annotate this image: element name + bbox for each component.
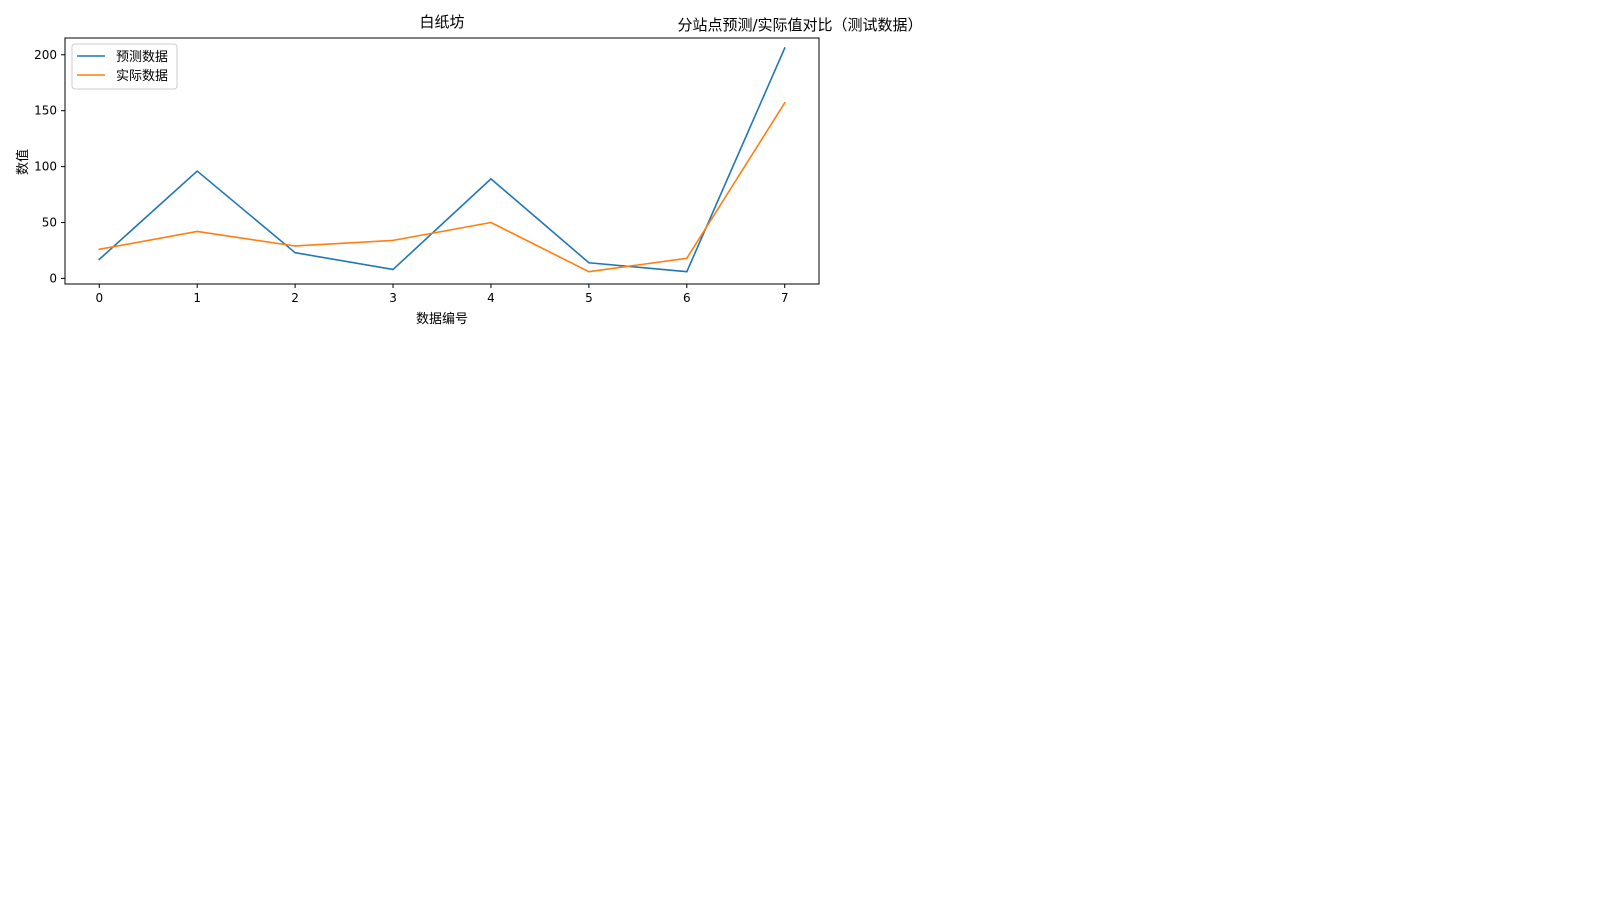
x-tick-label: 7 — [781, 291, 789, 305]
series-1-point — [98, 258, 101, 261]
y-axis: 0 50 100 150 200 — [34, 48, 65, 285]
series-2-point — [783, 102, 786, 104]
y-tick-label: 150 — [34, 104, 57, 118]
series-2-point — [392, 239, 394, 242]
series-2-point — [98, 248, 101, 251]
x-tick-label: 5 — [585, 291, 593, 305]
series-1-point — [196, 170, 198, 172]
x-tick-label: 0 — [95, 291, 103, 305]
chart-title: 白纸坊 — [419, 13, 464, 31]
legend-label-2: 实际数据 — [116, 69, 168, 84]
series-2-point — [588, 270, 590, 273]
y-tick-label: 100 — [34, 160, 57, 174]
legend-label-1: 预测数据 — [116, 50, 168, 65]
series-1-point — [392, 268, 394, 271]
y-tick-label: 0 — [49, 271, 57, 285]
series-1-point — [686, 270, 688, 273]
x-tick-label: 3 — [389, 291, 397, 305]
series-2-point — [686, 257, 688, 260]
y-tick-label: 200 — [34, 48, 57, 62]
series-2-point — [294, 245, 296, 247]
x-tick-label: 1 — [193, 291, 201, 305]
plot-area — [98, 47, 786, 273]
series-1-point — [294, 251, 296, 254]
series-1-point — [588, 261, 590, 264]
series-1-point — [783, 47, 786, 49]
series-1-point — [490, 178, 492, 180]
series-line-1 — [98, 47, 786, 273]
series-line-2 — [98, 101, 786, 273]
figure-suptitle: 分站点预测/实际值对比（测试数据） — [677, 16, 922, 34]
series-2-point — [196, 230, 198, 233]
y-tick-label: 50 — [42, 216, 57, 230]
series-2-point — [490, 221, 492, 224]
axes-frame — [64, 37, 820, 285]
x-axis-label: 数据编号 — [416, 312, 468, 327]
x-tick-label: 4 — [487, 291, 495, 305]
x-tick-label: 2 — [291, 291, 299, 305]
y-axis-label: 数值 — [15, 149, 31, 175]
x-axis: 0 1 2 3 4 5 6 7 — [95, 284, 789, 305]
x-tick-label: 6 — [683, 291, 691, 305]
